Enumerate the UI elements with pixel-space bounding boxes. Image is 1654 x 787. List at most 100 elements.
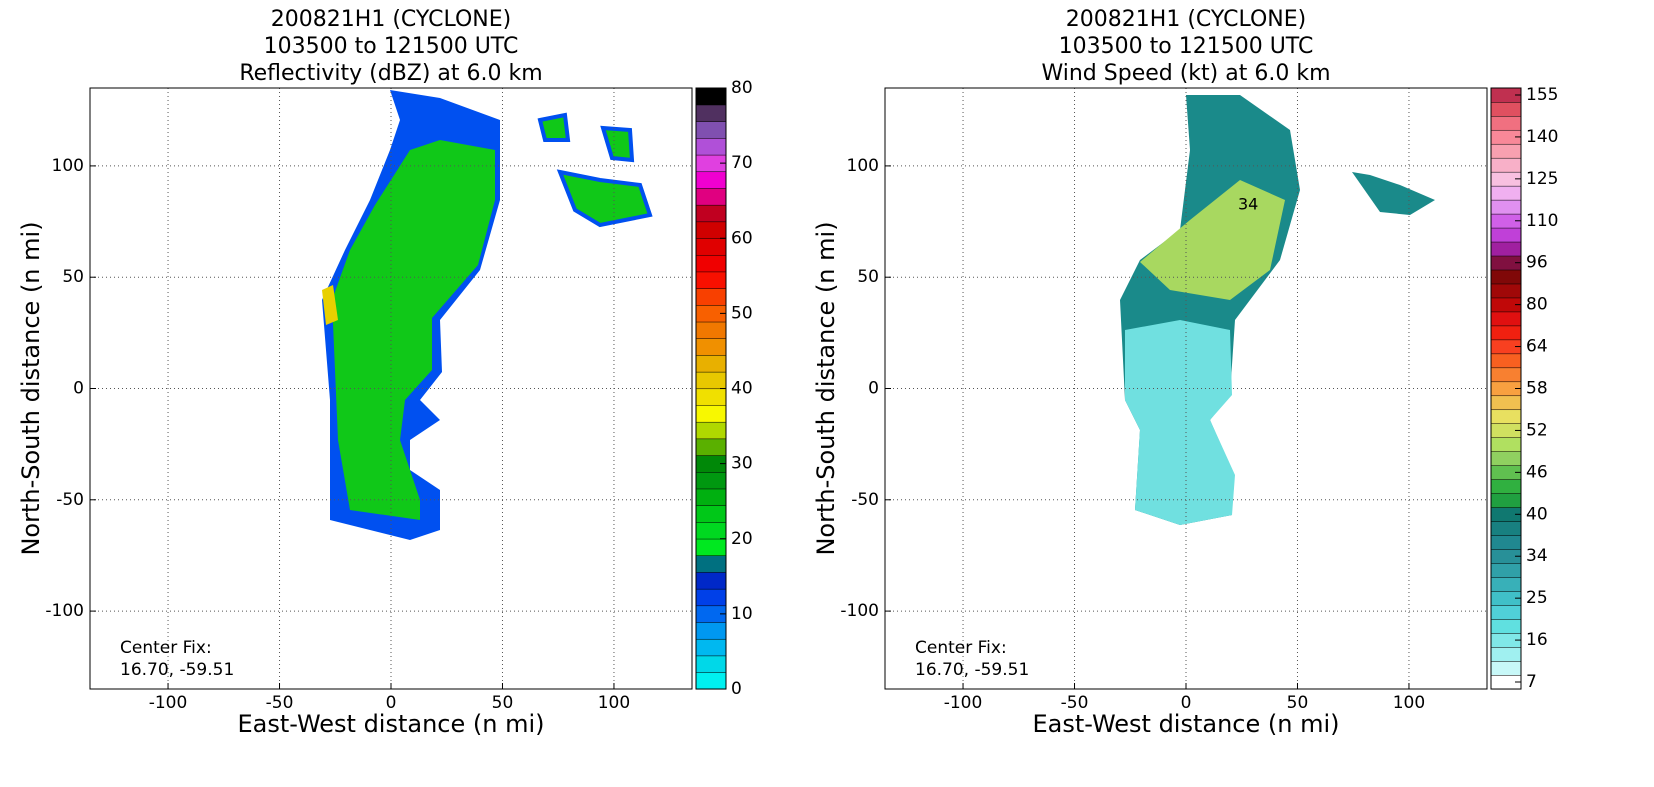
colorbar-bin bbox=[695, 204, 727, 223]
colorbar-bin bbox=[695, 121, 727, 139]
x-tick-label: -100 bbox=[149, 693, 188, 713]
colorbar-bin bbox=[695, 655, 727, 673]
colorbar-bin bbox=[1490, 325, 1522, 341]
y-tick-label: 50 bbox=[857, 267, 879, 287]
annotation: 16.70, -59.51 bbox=[915, 660, 1029, 680]
colorbar-bin bbox=[1490, 646, 1522, 662]
colorbar-tick-label: 10 bbox=[731, 604, 753, 624]
colorbar-bin bbox=[695, 505, 727, 523]
colorbar-bin bbox=[1490, 157, 1522, 173]
colorbar-tick-label: 46 bbox=[1526, 462, 1548, 482]
colorbar-tick-label: 25 bbox=[1526, 588, 1548, 608]
colorbar-bin bbox=[695, 438, 727, 456]
chart-title: 103500 to 121500 UTC bbox=[1059, 34, 1314, 59]
colorbar-bin bbox=[1490, 437, 1522, 452]
colorbar-tick-label: 7 bbox=[1526, 672, 1537, 692]
colorbar-tick-label: 80 bbox=[731, 78, 753, 98]
colorbar-bin bbox=[1490, 576, 1522, 592]
y-tick-label: 0 bbox=[73, 379, 84, 399]
colorbar-bin bbox=[695, 672, 727, 690]
colorbar-bin bbox=[1490, 269, 1522, 285]
colorbar-bin bbox=[1490, 353, 1522, 369]
colorbar-bin bbox=[1490, 185, 1522, 201]
wind-region bbox=[1352, 172, 1435, 215]
colorbar-bin bbox=[695, 555, 727, 573]
colorbar-bin bbox=[695, 388, 727, 406]
colorbar-bin bbox=[695, 538, 727, 556]
chart-title: Wind Speed (kt) at 6.0 km bbox=[1041, 61, 1330, 86]
x-tick-label: 0 bbox=[386, 693, 397, 713]
colorbar-bin bbox=[695, 171, 727, 189]
contour-label: 34 bbox=[1238, 195, 1258, 214]
echo-core bbox=[332, 140, 495, 520]
plot-frame bbox=[89, 87, 693, 690]
plot-frame bbox=[884, 87, 1488, 690]
colorbar-bin bbox=[1490, 660, 1522, 676]
y-tick-label: -100 bbox=[45, 601, 84, 621]
colorbar-bin bbox=[695, 471, 727, 490]
colorbar-tick-label: 20 bbox=[731, 529, 753, 549]
colorbar-tick-label: 80 bbox=[1526, 295, 1548, 315]
colorbar-bin bbox=[695, 521, 727, 540]
annotation: 16.70, -59.51 bbox=[120, 660, 234, 680]
colorbar-tick-label: 110 bbox=[1526, 211, 1558, 231]
y-tick-label: 100 bbox=[52, 156, 84, 176]
colorbar-bin bbox=[1490, 479, 1522, 494]
colorbar-tick-label: 60 bbox=[731, 228, 753, 248]
x-tick-label: 100 bbox=[598, 693, 630, 713]
colorbar-bin bbox=[695, 87, 727, 106]
colorbar-bin bbox=[1490, 618, 1522, 634]
colorbar-bin bbox=[1490, 101, 1522, 117]
echo-peak bbox=[322, 285, 338, 325]
colorbar-tick-label: 96 bbox=[1526, 253, 1548, 273]
x-tick-label: -100 bbox=[944, 693, 983, 713]
colorbar-tick-label: 16 bbox=[1526, 630, 1548, 650]
x-axis-label: East-West distance (n mi) bbox=[1032, 710, 1339, 738]
colorbar-bin bbox=[1490, 493, 1522, 508]
y-tick-label: 50 bbox=[62, 267, 84, 287]
colorbar-tick-label: 30 bbox=[731, 454, 753, 474]
colorbar-bin bbox=[1490, 395, 1522, 411]
colorbar-bin bbox=[695, 238, 727, 256]
colorbar-bin bbox=[1490, 409, 1522, 424]
colorbar-bin bbox=[695, 571, 727, 590]
wind-region bbox=[1140, 180, 1285, 300]
x-tick-label: 50 bbox=[1287, 693, 1309, 713]
y-tick-label: 100 bbox=[847, 156, 879, 176]
colorbar-bin bbox=[695, 137, 727, 156]
colorbar-bin bbox=[1490, 283, 1522, 299]
colorbar-bin bbox=[695, 104, 727, 122]
colorbar-bin bbox=[695, 488, 727, 506]
colorbar-bin bbox=[695, 354, 727, 373]
x-tick-label: -50 bbox=[1061, 693, 1089, 713]
y-axis-label: North-South distance (n mi) bbox=[812, 221, 840, 555]
y-tick-label: -50 bbox=[851, 490, 879, 510]
colorbar-bin bbox=[695, 638, 727, 657]
colorbar-bin bbox=[695, 288, 727, 306]
annotation: Center Fix: bbox=[120, 638, 212, 658]
colorbar-tick-label: 52 bbox=[1526, 420, 1548, 440]
colorbar-bin bbox=[695, 404, 727, 423]
colorbar-tick-label: 70 bbox=[731, 153, 753, 173]
chart-title: 200821H1 (CYCLONE) bbox=[1066, 7, 1306, 32]
colorbar-tick-label: 0 bbox=[731, 679, 742, 699]
x-tick-label: 0 bbox=[1181, 693, 1192, 713]
colorbar-tick-label: 58 bbox=[1526, 379, 1548, 399]
colorbar-bin bbox=[1490, 199, 1522, 215]
chart-title: Reflectivity (dBZ) at 6.0 km bbox=[239, 61, 542, 86]
colorbar-bin bbox=[1490, 562, 1522, 578]
echo-cell bbox=[556, 169, 653, 228]
colorbar-bin bbox=[695, 187, 727, 206]
colorbar-bin bbox=[1490, 143, 1522, 159]
x-tick-label: 50 bbox=[492, 693, 514, 713]
chart-title: 200821H1 (CYCLONE) bbox=[271, 7, 511, 32]
colorbar-tick-label: 34 bbox=[1526, 546, 1548, 566]
colorbar-tick-label: 125 bbox=[1526, 169, 1558, 189]
colorbar-bin bbox=[1490, 521, 1522, 536]
colorbar-tick-label: 155 bbox=[1526, 85, 1558, 105]
colorbar-bin bbox=[1490, 311, 1522, 327]
y-tick-label: -50 bbox=[56, 490, 84, 510]
colorbar-tick-label: 40 bbox=[731, 379, 753, 399]
wind-field bbox=[1120, 95, 1435, 525]
echo-cell bbox=[537, 112, 571, 142]
